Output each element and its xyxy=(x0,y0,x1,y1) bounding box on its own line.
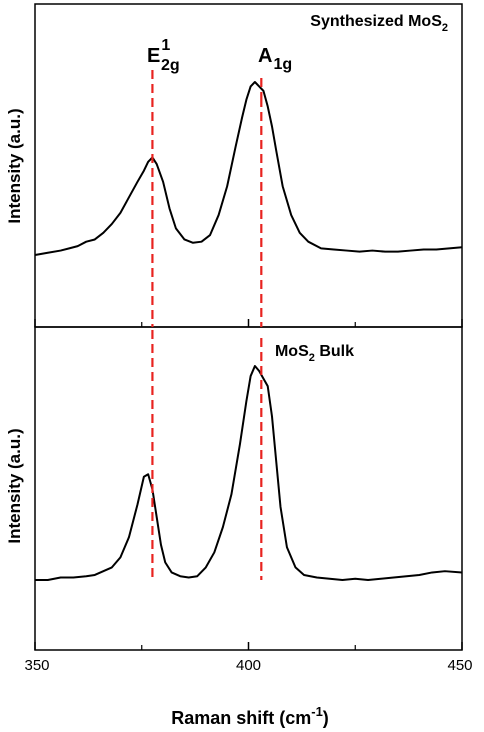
peak-label-e2g-base: E xyxy=(147,45,160,67)
peak-label-e2g-superscript: 1 xyxy=(161,37,170,54)
bottom-annotation-subscript: 2 xyxy=(309,352,315,364)
top-panel-annotation: Synthesized MoS2 xyxy=(310,13,448,34)
bottom-panel-frame xyxy=(34,326,463,651)
peak-label-e2g: E1 2g xyxy=(147,37,180,74)
bottom-annotation-tail: Bulk xyxy=(315,343,354,360)
peak-label-a1g-base: A xyxy=(258,45,272,67)
top-annotation-base: Synthesized MoS xyxy=(310,13,442,30)
peak-label-a1g: A1g xyxy=(258,45,292,73)
x-axis-label: Raman shift (cm-1) xyxy=(171,704,329,728)
x-tick-label: 350 xyxy=(24,657,49,674)
bottom-panel-annotation: MoS2 Bulk xyxy=(275,343,354,364)
top-panel-frame xyxy=(34,3,463,328)
bottom-plot-area xyxy=(35,365,463,581)
bottom-y-axis-label: Intensity (a.u.) xyxy=(5,428,24,543)
top-annotation-subscript: 2 xyxy=(442,22,448,34)
top-spectrum-line xyxy=(34,81,463,256)
x-axis-label-superscript: -1 xyxy=(311,704,323,719)
top-plot-area xyxy=(34,81,463,256)
bottom-annotation-base: MoS xyxy=(275,343,309,360)
x-axis-ticks: 350 400 450 xyxy=(24,319,473,674)
top-y-axis-label: Intensity (a.u.) xyxy=(5,108,24,223)
x-axis-label-tail: ) xyxy=(323,708,329,728)
peak-marker-lines xyxy=(151,70,263,580)
bottom-spectrum-line xyxy=(35,365,463,581)
peak-label-e2g-subscript: 2g xyxy=(161,57,180,74)
x-tick-label: 450 xyxy=(447,657,472,674)
x-axis-label-base: Raman shift (cm xyxy=(171,708,311,728)
peak-label-a1g-subscript: 1g xyxy=(273,56,292,73)
x-tick-label: 400 xyxy=(236,657,261,674)
